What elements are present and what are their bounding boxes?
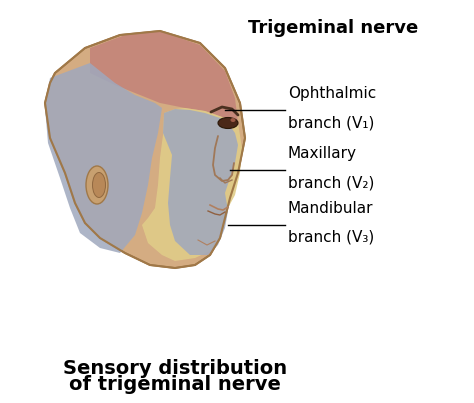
Polygon shape bbox=[45, 63, 162, 253]
Polygon shape bbox=[142, 108, 242, 261]
Polygon shape bbox=[90, 31, 238, 123]
Ellipse shape bbox=[86, 166, 108, 204]
Text: Sensory distribution: Sensory distribution bbox=[63, 359, 287, 378]
Text: Trigeminal nerve: Trigeminal nerve bbox=[248, 19, 418, 37]
Polygon shape bbox=[163, 109, 238, 255]
Text: of trigeminal nerve: of trigeminal nerve bbox=[69, 376, 281, 395]
Text: branch (V₃): branch (V₃) bbox=[288, 230, 374, 245]
Ellipse shape bbox=[230, 118, 236, 122]
Text: Maxillary: Maxillary bbox=[288, 146, 357, 161]
Ellipse shape bbox=[218, 118, 238, 129]
Text: branch (V₂): branch (V₂) bbox=[288, 175, 374, 190]
Text: branch (V₁): branch (V₁) bbox=[288, 115, 374, 130]
Text: Mandibular: Mandibular bbox=[288, 201, 374, 216]
Text: Ophthalmic: Ophthalmic bbox=[288, 86, 376, 101]
Ellipse shape bbox=[92, 172, 106, 197]
Polygon shape bbox=[45, 31, 245, 268]
